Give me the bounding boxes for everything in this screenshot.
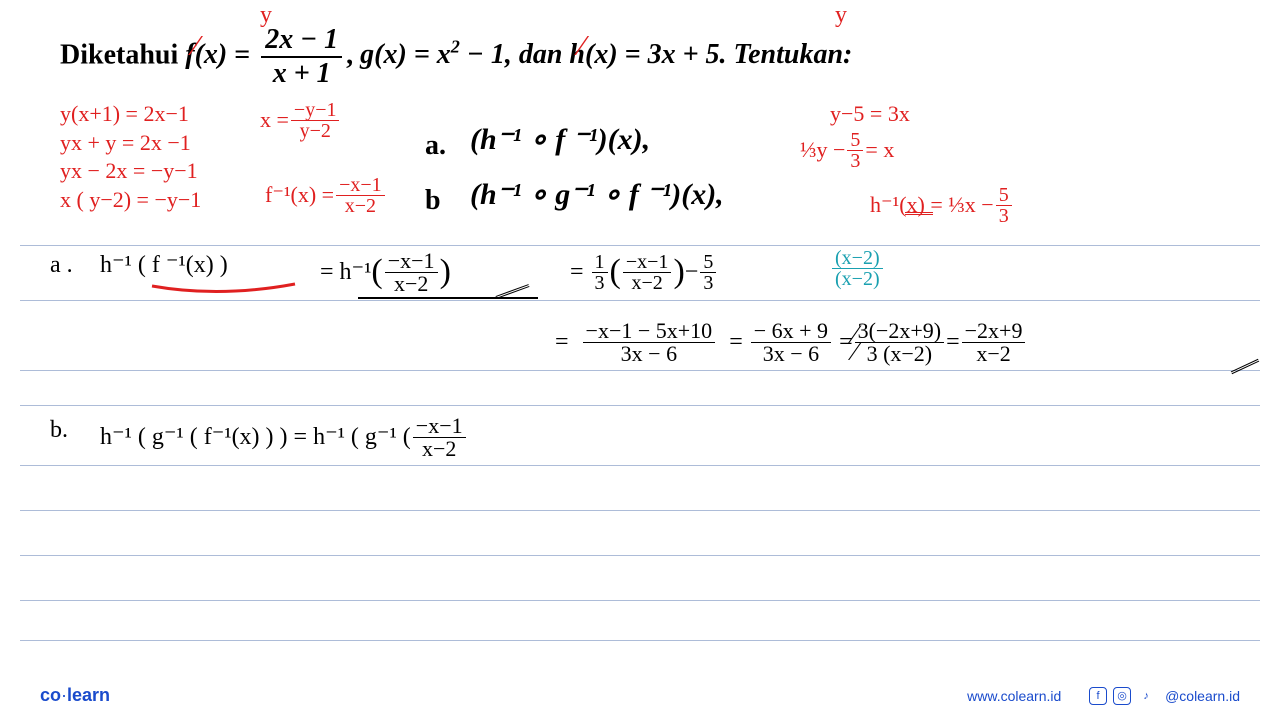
- rule-8: [20, 600, 1260, 601]
- hinv-underline: [905, 212, 933, 215]
- red-x-eq: x = −y−1y−2: [260, 100, 341, 141]
- rule-6: [20, 510, 1260, 511]
- sub-b: (h⁻¹ ∘ g⁻¹ ∘ f ⁻¹)(x),: [470, 177, 724, 212]
- red-y-f: y: [260, 2, 272, 29]
- footer: co·learn www.colearn.id f ◎ ♪ @colearn.i…: [40, 685, 1240, 706]
- f-fraction: 2x − 1 x + 1: [261, 24, 342, 90]
- red-underline-swoosh: [150, 280, 300, 300]
- facebook-icon: f: [1089, 687, 1107, 705]
- red-hinv: h⁻¹(x) = ⅓x − 53: [870, 185, 1014, 226]
- rule-4: [20, 405, 1260, 406]
- red-y-h: y: [835, 2, 847, 29]
- problem-statement: Diketahui f(x) ⁄ = 2x − 1 x + 1 , g(x) =…: [60, 24, 1240, 90]
- work-a-lhs: h⁻¹ ( f ⁻¹(x) ): [100, 250, 228, 281]
- sub-a-label: a.: [425, 130, 446, 162]
- red-finv: f⁻¹(x) = −x−1x−2: [265, 175, 387, 216]
- work-b-label: b.: [50, 415, 68, 446]
- rule-7: [20, 555, 1260, 556]
- f-lhs: f(x): [185, 39, 227, 70]
- sub-a: (h⁻¹ ∘ f ⁻¹)(x),: [470, 122, 650, 157]
- prefix: Diketahui: [60, 39, 178, 70]
- rule-9: [20, 640, 1260, 641]
- rule-1: [20, 245, 1260, 246]
- dbl-tick-final: [1231, 359, 1259, 374]
- g-expr: g(x) = x2 − 1, dan: [360, 39, 569, 70]
- work-a-step1: = h⁻¹ ( −x−1x−2 ): [320, 250, 451, 295]
- work-a-step2: = 13 ( −x−1x−2 ) − 53: [570, 250, 718, 294]
- teal-frac: (x−2)(x−2): [830, 248, 885, 289]
- red-right-1: y−5 = 3x: [830, 100, 910, 129]
- work-b-expr: h⁻¹ ( g⁻¹ ( f⁻¹(x) ) ) = h⁻¹ ( g⁻¹ ( −x−…: [100, 415, 468, 460]
- underline-step1: [358, 297, 538, 299]
- f-num: 2x − 1: [261, 24, 342, 58]
- red-left-1: y(x+1) = 2x−1: [60, 100, 201, 129]
- footer-url: www.colearn.id: [967, 688, 1061, 704]
- red-left-2: yx + y = 2x −1: [60, 129, 201, 158]
- red-left-4: x ( y−2) = −y−1: [60, 186, 201, 215]
- rule-2: [20, 300, 1260, 301]
- tiktok-icon: ♪: [1137, 687, 1155, 705]
- h-expr: h(x) = 3x + 5. Tentukan:: [569, 39, 852, 70]
- f-den: x + 1: [261, 58, 342, 90]
- rule-3: [20, 370, 1260, 371]
- strike-h: ⁄: [579, 31, 584, 63]
- strike-f: ⁄: [193, 31, 198, 63]
- work-a-step3: = −x−1 − 5x+103x − 6 = − 6x + 93x − 6 = …: [555, 320, 1027, 365]
- red-left-3: yx − 2x = −y−1: [60, 157, 201, 186]
- social-icons: f ◎ ♪: [1089, 687, 1155, 705]
- red-left-block: y(x+1) = 2x−1 yx + y = 2x −1 yx − 2x = −…: [60, 100, 201, 214]
- red-right-2: ⅓y − 53 = x: [800, 130, 894, 171]
- rule-5: [20, 465, 1260, 466]
- instagram-icon: ◎: [1113, 687, 1131, 705]
- footer-handle: @colearn.id: [1165, 688, 1240, 704]
- sub-b-label: b: [425, 185, 441, 217]
- work-a-label: a .: [50, 250, 73, 281]
- brand: co·learn: [40, 685, 110, 706]
